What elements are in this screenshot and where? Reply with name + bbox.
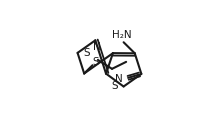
Text: S: S bbox=[83, 48, 90, 58]
Text: N: N bbox=[115, 74, 122, 84]
Text: S: S bbox=[111, 82, 118, 91]
Text: S: S bbox=[93, 57, 99, 67]
Text: H₂N: H₂N bbox=[112, 30, 131, 40]
Text: N: N bbox=[94, 42, 101, 52]
